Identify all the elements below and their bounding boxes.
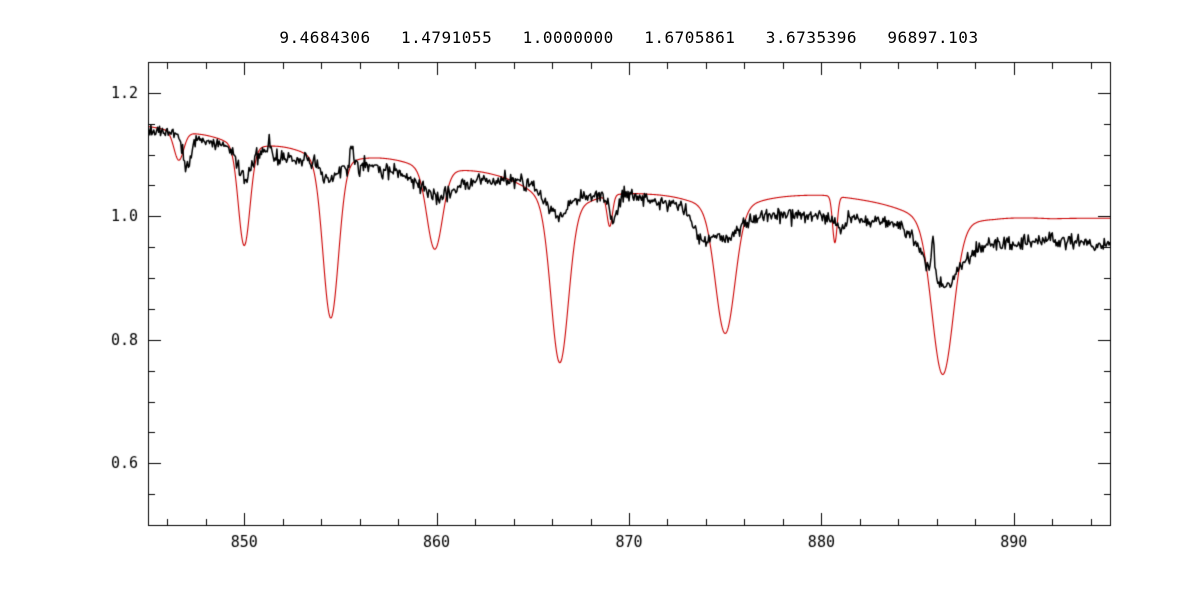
plot-title-values: 9.4684306 1.4791055 1.0000000 1.6705861 … — [279, 28, 979, 47]
